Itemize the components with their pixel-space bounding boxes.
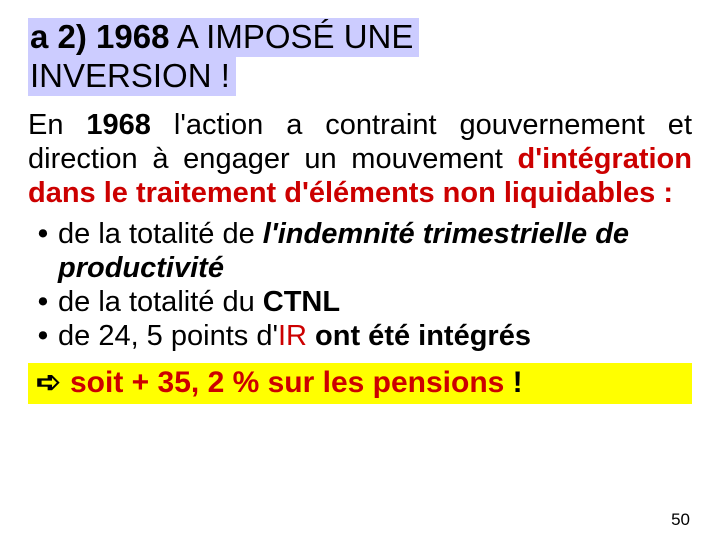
highlight-bar: ➪ soit + 35, 2 % sur les pensions ! [28, 363, 692, 404]
intro-paragraph: En 1968 l'action a contraint gouvernemen… [28, 108, 692, 211]
title-rest1: A IMPOSÉ UNE [169, 18, 413, 55]
title-prefix: a 2) [30, 18, 87, 55]
para-pre: En [28, 109, 86, 141]
highlight-black: ! [504, 366, 522, 399]
page-number: 50 [671, 510, 690, 530]
list-item: • de la totalité du CTNL [28, 285, 692, 319]
highlight-red: soit + 35, 2 % sur les pensions [70, 366, 504, 399]
title-line2: INVERSION ! [28, 57, 236, 96]
list-item: • de la totalité de l'indemnité trimestr… [28, 217, 692, 285]
b2-bold: CTNL [263, 286, 340, 318]
b2-pre: de la totalité du [58, 286, 263, 318]
bullet-list: • de la totalité de l'indemnité trimestr… [28, 217, 692, 354]
b3-pre: de 24, 5 points d' [58, 320, 278, 352]
arrow-icon: ➪ [36, 365, 70, 400]
para-year: 1968 [86, 109, 151, 141]
list-item: • de 24, 5 points d'IR ont été intégrés [28, 319, 692, 353]
bullet-icon: • [28, 319, 58, 353]
bullet-icon: • [28, 285, 58, 319]
bullet-icon: • [28, 217, 58, 251]
b3-red: IR [278, 320, 307, 352]
slide-title: a 2) 1968 A IMPOSÉ UNE INVERSION ! [28, 18, 692, 96]
b3-post: ont été intégrés [307, 320, 531, 352]
b1-pre: de la totalité de [58, 218, 263, 250]
title-year: 1968 [96, 18, 169, 55]
